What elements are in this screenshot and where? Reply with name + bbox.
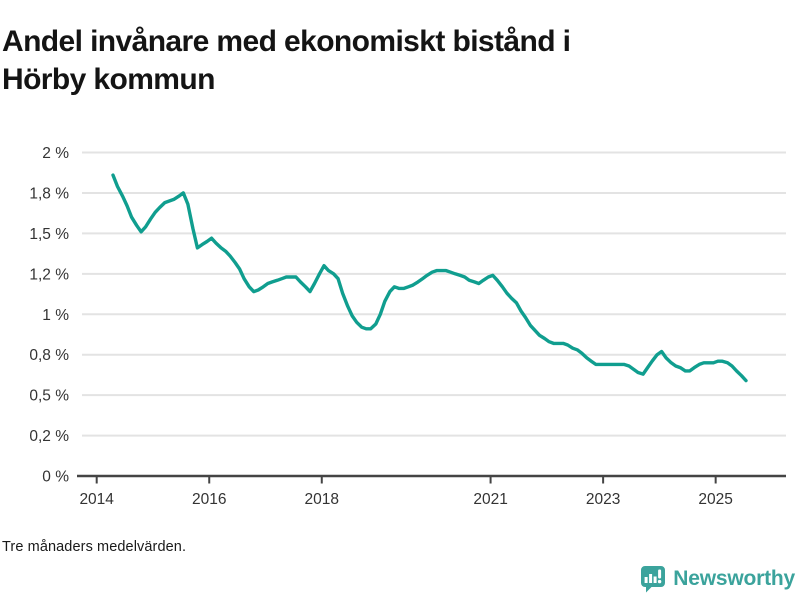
y-tick-label: 1,8 % — [29, 185, 69, 202]
y-tick-label: 1,5 % — [29, 226, 69, 243]
x-tick-label: 2021 — [473, 491, 507, 508]
chart-footnote: Tre månaders medelvärden. — [2, 539, 187, 555]
data-line — [111, 173, 748, 383]
y-tick-label: 1,2 % — [29, 266, 69, 283]
chart-title-line2: Hörby kommun — [2, 63, 215, 97]
x-tick-label: 2023 — [586, 491, 620, 508]
y-tick-label: 0,8 % — [29, 347, 69, 364]
logo-exclamation-dot — [658, 579, 662, 584]
chart-title-line1: Andel invånare med ekonomiskt bistånd i — [2, 25, 571, 59]
logo-exclamation-stem — [658, 569, 662, 579]
logo-bar-2 — [649, 574, 653, 583]
newsworthy-logo-icon — [641, 566, 666, 593]
brand-name: Newsworthy — [673, 567, 795, 590]
x-tick-label: 2025 — [698, 491, 732, 508]
x-tick-label: 2016 — [192, 491, 226, 508]
y-tick-label: 2 % — [42, 145, 69, 162]
y-tick-label: 0,2 % — [29, 428, 69, 445]
y-tick-label: 1 % — [42, 307, 69, 324]
y-tick-label: 0,5 % — [29, 388, 69, 405]
y-tick-label: 0 % — [42, 469, 69, 486]
chart-title: Andel invånare med ekonomiskt bistånd i … — [2, 23, 772, 99]
x-tick-label: 2018 — [305, 491, 339, 508]
logo-bar-3 — [653, 576, 657, 583]
newsworthy-brand-link[interactable]: Newsworthy — [640, 565, 795, 593]
logo-bar-1 — [644, 577, 648, 583]
x-tick-label: 2014 — [79, 491, 114, 508]
